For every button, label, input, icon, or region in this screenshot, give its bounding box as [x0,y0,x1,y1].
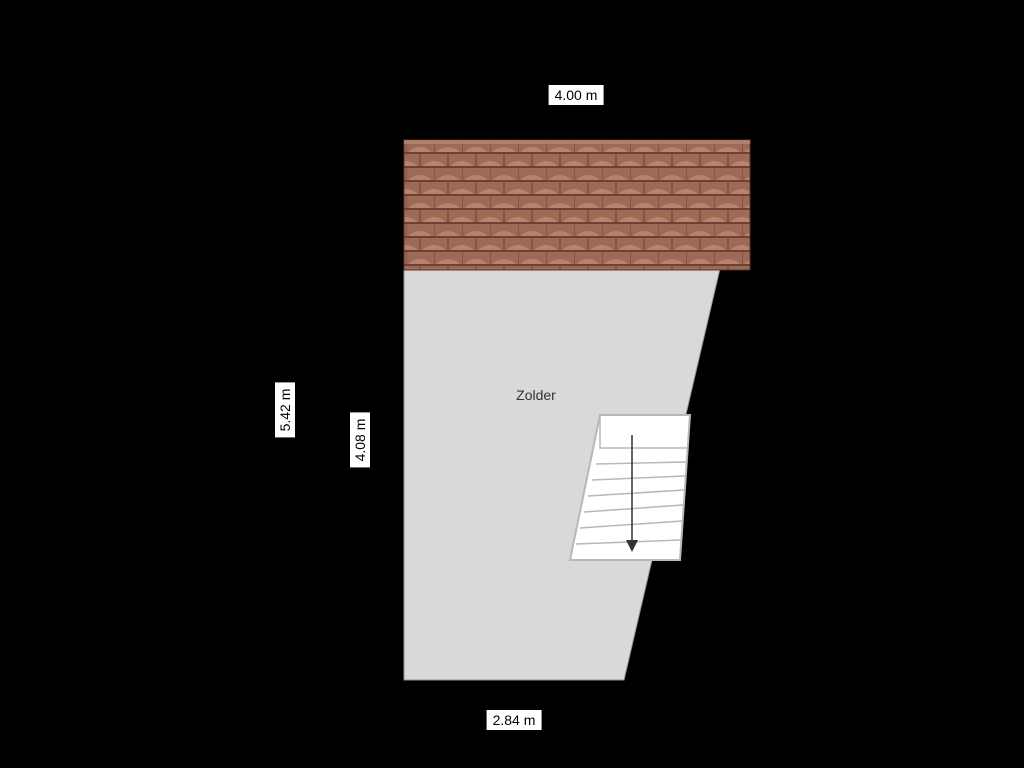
floorplan-svg [0,0,1024,768]
room-label: Zolder [516,387,556,403]
floorplan-canvas: 4.00 m 5.42 m 4.08 m 2.84 m Zolder [0,0,1024,768]
roof-section [404,140,750,270]
dim-left-inner: 4.08 m [350,413,370,468]
dim-bottom: 2.84 m [487,710,542,730]
dim-left-outer: 5.42 m [275,383,295,438]
dim-top: 4.00 m [549,85,604,105]
